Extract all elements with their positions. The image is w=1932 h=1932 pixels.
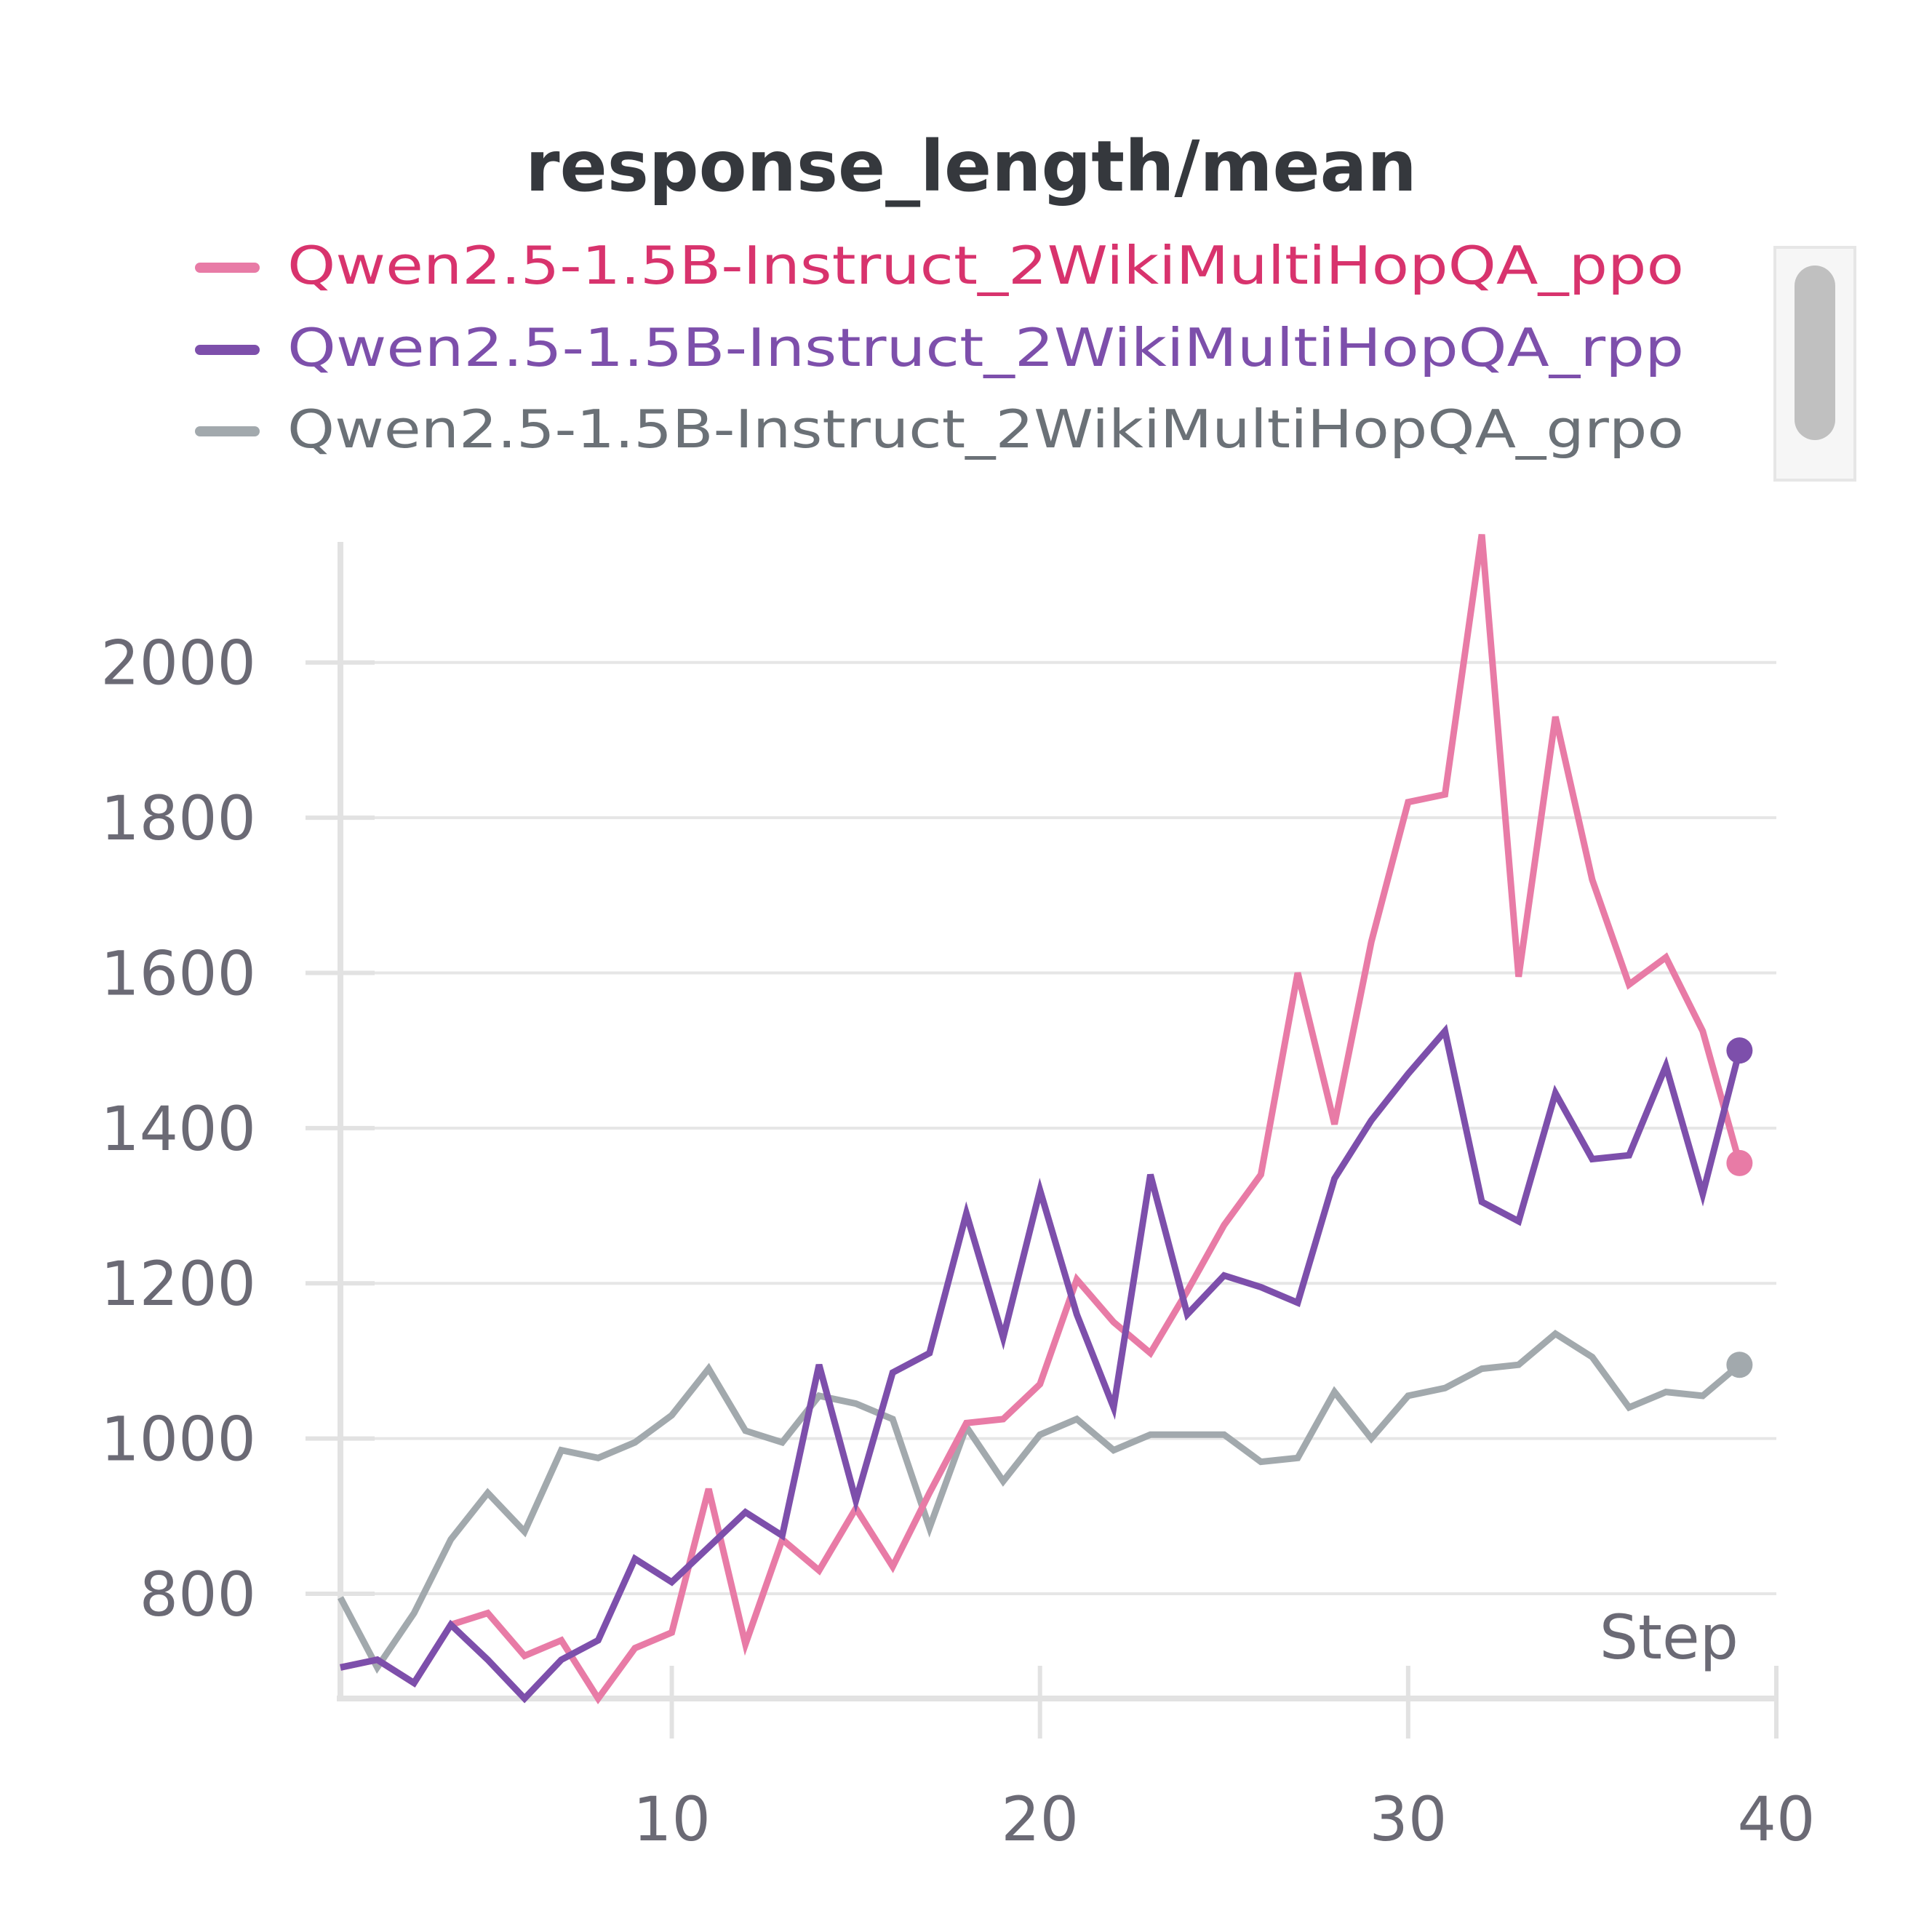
chart-title: response_length/mean xyxy=(525,126,1417,207)
series-line-1 xyxy=(340,534,1743,1704)
x-tick-label: 10 xyxy=(633,1784,711,1855)
legend-scrollbar[interactable] xyxy=(1773,246,1856,482)
series-line-3 xyxy=(338,1330,1742,1674)
tick-labels: 800 1000 1200 1400 1600 1800 2000 10 20 30 40 xyxy=(100,628,1815,1855)
legend-label: Qwen2.5-1.5B-Instruct_2WikiMultiHopQA_gr… xyxy=(287,399,1684,460)
x-tick-label: 30 xyxy=(1369,1784,1447,1855)
y-tick-label: 1600 xyxy=(100,938,256,1009)
legend: Qwen2.5-1.5B-Instruct_2WikiMultiHopQA_pp… xyxy=(195,235,1684,460)
series-end-marker-3 xyxy=(1726,1352,1753,1378)
legend-item[interactable]: Qwen2.5-1.5B-Instruct_2WikiMultiHopQA_pp… xyxy=(195,235,1684,296)
legend-label: Qwen2.5-1.5B-Instruct_2WikiMultiHopQA_rp… xyxy=(287,317,1684,378)
y-tick-label: 800 xyxy=(140,1559,256,1630)
legend-item[interactable]: Qwen2.5-1.5B-Instruct_2WikiMultiHopQA_gr… xyxy=(195,399,1684,460)
legend-label: Qwen2.5-1.5B-Instruct_2WikiMultiHopQA_pp… xyxy=(287,235,1684,296)
series-end-marker-1 xyxy=(1726,1149,1753,1176)
legend-item[interactable]: Qwen2.5-1.5B-Instruct_2WikiMultiHopQA_rp… xyxy=(195,317,1684,378)
series-end-marker-2 xyxy=(1726,1037,1753,1064)
series-layer xyxy=(338,534,1753,1704)
y-tick-label: 1400 xyxy=(100,1093,256,1165)
axes xyxy=(306,542,1779,1739)
legend-scrollbar-thumb[interactable] xyxy=(1795,266,1835,440)
y-tick-label: 1200 xyxy=(100,1248,256,1320)
x-tick-label: 40 xyxy=(1738,1784,1816,1855)
y-tick-label: 2000 xyxy=(100,628,256,699)
series-line-2 xyxy=(340,1023,1743,1704)
y-tick-label: 1000 xyxy=(100,1404,256,1475)
x-axis-label: Step xyxy=(1600,1602,1739,1673)
y-tick-label: 1800 xyxy=(100,783,256,854)
x-tick-label: 20 xyxy=(1001,1784,1079,1855)
